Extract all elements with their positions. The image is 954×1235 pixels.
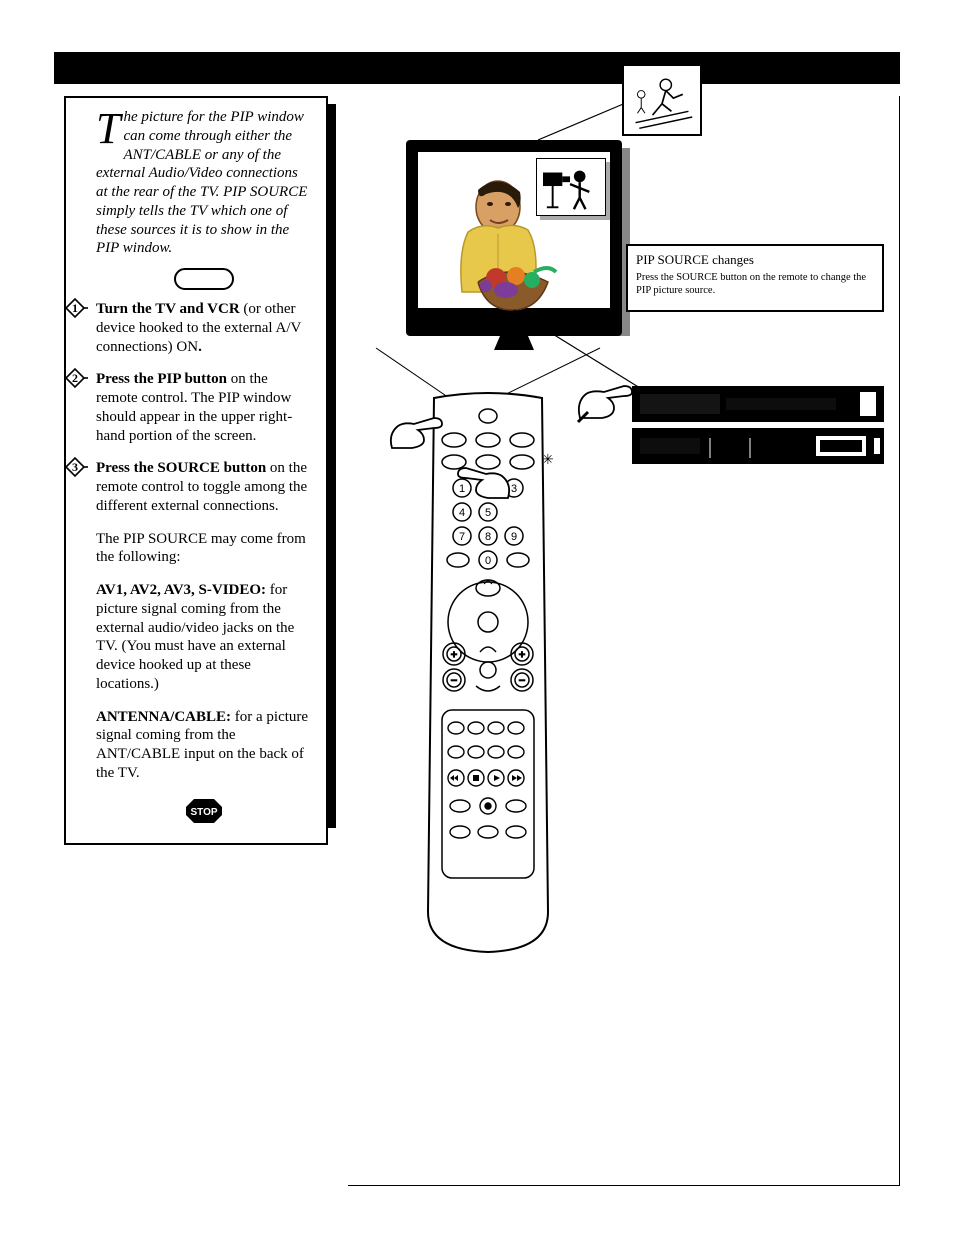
- pip-page-icon: [866, 56, 894, 80]
- svg-text:7: 7: [459, 531, 465, 543]
- step-2: 2 Press the PIP button on the remote con…: [96, 370, 312, 445]
- tv-base: [494, 336, 534, 350]
- cameraman-icon: [537, 159, 605, 215]
- step-1: 1 Turn the TV and VCR (or other device h…: [96, 300, 312, 356]
- step-1-bold: Turn the TV and VCR: [96, 301, 240, 317]
- pointing-hand-2-icon: [454, 456, 512, 504]
- illustration-area: PIP SOURCE changes Press the SOURCE butt…: [348, 96, 900, 1186]
- step-2-bold: Press the PIP button: [96, 371, 227, 387]
- step-3-ant-bold: ANTENNA/CABLE:: [96, 709, 231, 725]
- skier-preview-box: [622, 64, 702, 136]
- step-1-period: .: [198, 339, 202, 355]
- pointing-hand-vcr-icon: [574, 372, 636, 424]
- svg-text:3: 3: [72, 460, 78, 474]
- intro-paragraph: The picture for the PIP window can come …: [96, 108, 312, 258]
- header-bar: [54, 52, 900, 84]
- skier-icon: [624, 66, 700, 134]
- step-3-badge: 3: [62, 457, 88, 477]
- step-3-av: AV1, AV2, AV3, S-VIDEO: for picture sign…: [96, 581, 312, 694]
- svg-text:✳: ✳: [542, 453, 554, 468]
- svg-text:+: +: [451, 649, 457, 661]
- svg-text:−: −: [451, 675, 457, 687]
- tv-screen: [418, 152, 610, 308]
- svg-text:5: 5: [485, 507, 491, 519]
- stop-icon: STOP: [184, 797, 224, 825]
- decorative-bubble: [174, 268, 234, 290]
- step-3-bold: Press the SOURCE button: [96, 460, 266, 476]
- svg-text:0: 0: [485, 555, 491, 567]
- step-1-badge: 1: [62, 298, 88, 318]
- svg-text:8: 8: [485, 531, 491, 543]
- caption-line1: PIP SOURCE changes: [636, 252, 754, 267]
- svg-text:4: 4: [459, 507, 465, 519]
- step-3: 3 Press the SOURCE button on the remote …: [96, 459, 312, 515]
- step-2-badge: 2: [62, 368, 88, 388]
- step-3-av-rest: for picture signal coming from the exter…: [96, 582, 294, 692]
- svg-text:2: 2: [72, 371, 78, 385]
- svg-text:−: −: [519, 675, 525, 687]
- caption-box: PIP SOURCE changes Press the SOURCE butt…: [626, 244, 884, 312]
- instruction-panel: The picture for the PIP window can come …: [64, 96, 328, 845]
- step-3-p2: The PIP SOURCE may come from the followi…: [96, 530, 312, 568]
- svg-text:1: 1: [72, 301, 78, 315]
- intro-text: he picture for the PIP window can come t…: [96, 109, 307, 256]
- pip-inset: [536, 158, 606, 216]
- step-3-av-bold: AV1, AV2, AV3, S-VIDEO:: [96, 582, 266, 598]
- caption-small: Press the SOURCE button on the remote to…: [636, 272, 874, 297]
- dropcap: T: [96, 108, 123, 146]
- svg-text:+: +: [519, 649, 525, 661]
- step-3-ant: ANTENNA/CABLE: for a picture signal comi…: [96, 708, 312, 783]
- tv-illustration: [406, 140, 630, 340]
- pointing-hand-1-icon: [388, 406, 446, 454]
- svg-text:STOP: STOP: [190, 807, 217, 818]
- svg-text:9: 9: [511, 531, 517, 543]
- vcr-illustration: [630, 384, 886, 470]
